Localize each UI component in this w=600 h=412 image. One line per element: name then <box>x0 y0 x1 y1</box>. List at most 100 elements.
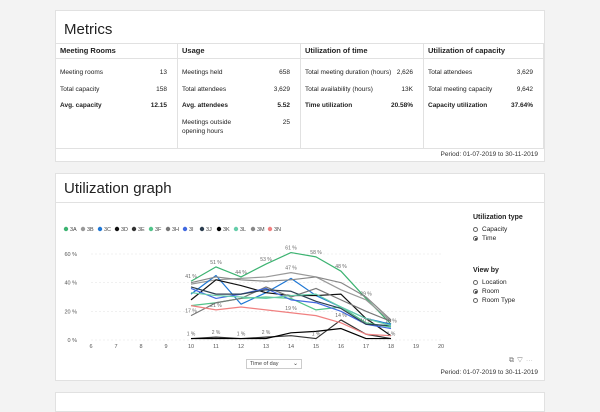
x-tick-label: 9 <box>164 344 167 350</box>
x-tick-label: 10 <box>188 344 194 350</box>
metric-label: Avg. attendees <box>182 102 228 109</box>
metric-value: 13K <box>401 86 413 93</box>
metrics-col-usage: Usage Meetings held 658 Total attendees 3,… <box>178 44 301 148</box>
legend-label: 3F <box>155 227 162 233</box>
legend-marker <box>216 226 222 232</box>
dropdown-value: Time of day <box>250 361 279 367</box>
divider <box>56 148 544 149</box>
radio-capacity[interactable]: Capacity <box>473 225 523 234</box>
metrics-col-meeting-rooms: Meeting Rooms Meeting rooms 13 Total capa… <box>56 44 178 148</box>
x-axis-dropdown[interactable]: Time of day ⌄ <box>246 359 302 369</box>
radio-room-type[interactable]: Room Type <box>473 296 515 305</box>
metric-label: Total attendees <box>182 86 227 93</box>
utilization-chart: 0 % 20 % 40 % 60 % 6 7 8 9 10 11 12 13 14 15 16 17 18 19 2… <box>63 226 444 350</box>
metric-value: 2,626 <box>396 69 413 76</box>
metric-value: 3,629 <box>273 86 290 93</box>
legend-marker <box>80 226 86 232</box>
col-header: Meeting Rooms <box>60 46 116 55</box>
legend-marker <box>233 226 239 232</box>
metrics-col-time: Utilization of time Total meeting durati… <box>301 44 424 148</box>
divider <box>56 43 544 44</box>
metric-value: 25 <box>282 119 290 126</box>
divider <box>56 202 544 203</box>
col-header: Utilization of time <box>305 46 368 55</box>
legend-marker <box>199 226 205 232</box>
x-tick-label: 16 <box>338 344 344 350</box>
more-options-icon[interactable]: ⋯ <box>525 357 536 364</box>
legend-label: 3K <box>223 227 230 233</box>
legend-marker <box>250 226 256 232</box>
y-tick-label: 60 % <box>64 252 77 258</box>
radio-label: Room Type <box>482 297 516 304</box>
radio-label: Room <box>482 288 500 295</box>
radio-label: Capacity <box>482 226 508 233</box>
metrics-title: Metrics <box>64 21 113 38</box>
data-label: 48 % <box>335 264 347 270</box>
divider <box>301 58 423 59</box>
radio-location[interactable]: Location <box>473 278 515 287</box>
metric-value: 9,642 <box>516 86 533 93</box>
metric-label: Total attendees <box>428 69 473 76</box>
y-tick-label: 20 % <box>64 309 77 315</box>
data-label: 10 % <box>360 319 372 325</box>
radio-icon <box>473 298 478 303</box>
x-tick-label: 11 <box>213 344 219 350</box>
legend-marker <box>267 226 273 232</box>
col-header: Usage <box>182 46 205 55</box>
data-label: 10 % <box>385 319 397 325</box>
data-label: 17 % <box>185 309 197 315</box>
chevron-down-icon: ⌄ <box>292 361 298 367</box>
radio-room[interactable]: Room <box>473 287 515 296</box>
metric-label: Meetings outside opening hours <box>182 119 232 135</box>
metric-label: Total meeting capacity <box>428 86 493 93</box>
series-line-3A <box>190 251 392 325</box>
utilization-title: Utilization graph <box>64 180 172 197</box>
series-line-3E <box>190 319 392 340</box>
legend-marker <box>148 226 154 232</box>
radio-selected-icon <box>473 289 478 294</box>
radio-time[interactable]: Time <box>473 234 523 243</box>
period-text: Period: 01-07-2019 to 30-11-2019 <box>440 151 538 158</box>
legend-marker <box>114 226 120 232</box>
data-label: 14 % <box>335 313 347 319</box>
panel-title: View by <box>473 267 499 274</box>
filter-icon[interactable]: ▽ <box>517 357 526 364</box>
radio-selected-icon <box>473 236 478 241</box>
metric-value: 658 <box>279 69 290 76</box>
x-tick-label: 19 <box>413 344 419 350</box>
metrics-card: Metrics Meeting Rooms Meeting rooms 13 To… <box>55 10 545 162</box>
metric-label: Capacity utilization <box>428 102 488 109</box>
col-header: Utilization of capacity <box>428 46 506 55</box>
legend-label: 3L <box>240 227 246 233</box>
legend-label: 3A <box>70 227 77 233</box>
metric-label: Meetings held <box>182 69 223 76</box>
metric-value: 20.58% <box>390 102 413 109</box>
series-line-3N <box>190 305 392 337</box>
legend-label: 3C <box>104 227 111 233</box>
data-label: 2 % <box>262 330 271 336</box>
data-label: 51 % <box>210 260 222 266</box>
legend-label: 3M <box>257 227 265 233</box>
data-label: 1 % <box>187 332 196 338</box>
x-tick-label: 8 <box>139 344 142 350</box>
utilization-card: Utilization graph 0 % 20 % 40 % 60 % 6 7 8 9 10 1… <box>55 173 545 381</box>
series-line-3I <box>190 287 392 330</box>
x-tick-label: 15 <box>313 344 319 350</box>
legend-label: 3I <box>189 227 194 233</box>
data-label: 41 % <box>185 274 197 280</box>
metric-label: Time utilization <box>305 102 353 109</box>
legend-label: 3N <box>274 227 281 233</box>
x-tick-label: 17 <box>363 344 369 350</box>
data-label: 53 % <box>260 257 272 263</box>
data-label: 47 % <box>285 266 297 272</box>
metric-label: Avg. capacity <box>60 102 102 109</box>
divider <box>424 58 543 59</box>
legend-marker <box>165 226 171 232</box>
legend-label: 3B <box>87 227 94 233</box>
utilization-type-panel: Utilization type Capacity Time <box>473 214 523 243</box>
y-tick-label: 40 % <box>64 281 77 287</box>
metric-label: Meeting rooms <box>60 69 103 76</box>
x-tick-label: 14 <box>288 344 294 350</box>
copy-icon[interactable]: ⧉ <box>509 357 517 364</box>
x-tick-label: 12 <box>238 344 244 350</box>
